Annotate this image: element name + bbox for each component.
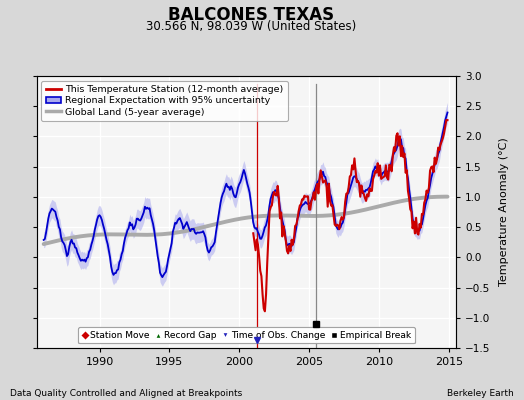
Text: BALCONES TEXAS: BALCONES TEXAS [168,6,335,24]
Legend: Station Move, Record Gap, Time of Obs. Change, Empirical Break: Station Move, Record Gap, Time of Obs. C… [78,327,415,344]
Text: Data Quality Controlled and Aligned at Breakpoints: Data Quality Controlled and Aligned at B… [10,389,243,398]
Text: Berkeley Earth: Berkeley Earth [447,389,514,398]
Y-axis label: Temperature Anomaly (°C): Temperature Anomaly (°C) [499,138,509,286]
Text: 30.566 N, 98.039 W (United States): 30.566 N, 98.039 W (United States) [146,20,357,33]
